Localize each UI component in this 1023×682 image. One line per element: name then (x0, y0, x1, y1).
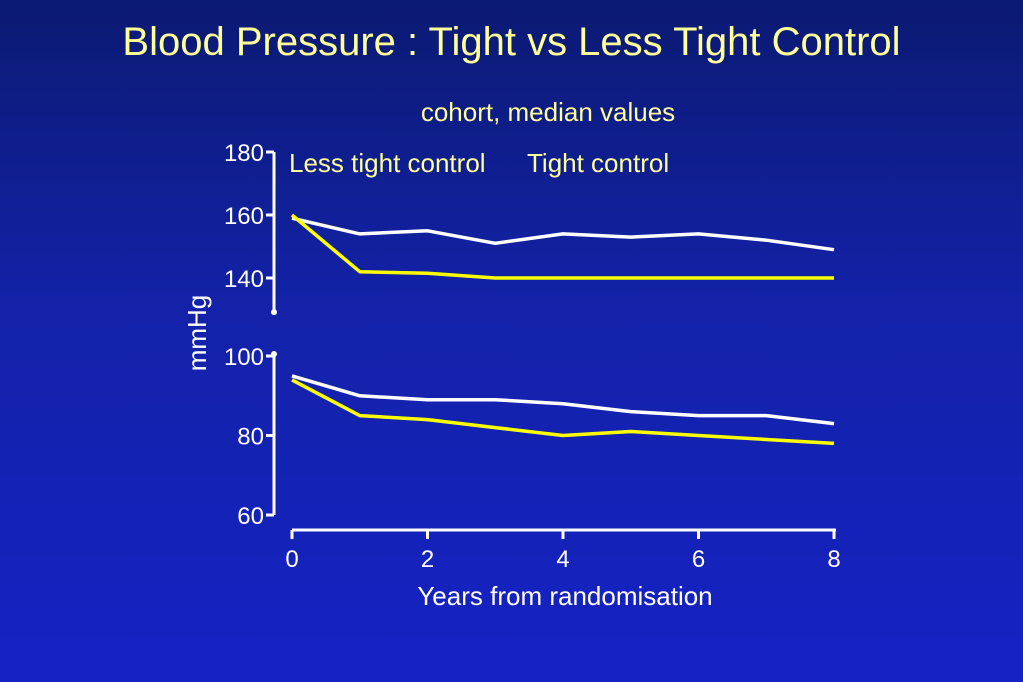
chart-subtitle: cohort, median values (420, 97, 676, 127)
series-group (290, 213, 835, 446)
y-tick-label: 60 (237, 503, 264, 530)
legend-less-tight: Less tight control (289, 148, 486, 178)
ticks-group: 180 160 140 100 80 60 0 2 4 6 8 (224, 140, 841, 573)
axes-group (271, 152, 836, 532)
x-tick-label: 4 (556, 546, 569, 573)
y-axis-label: mmHg (182, 295, 212, 372)
y-tick-label: 140 (224, 266, 264, 293)
tight-control-upper-line (290, 213, 834, 280)
y-tick-label: 180 (224, 140, 264, 167)
page-title: Blood Pressure : Tight vs Less Tight Con… (122, 20, 901, 64)
y-tick-label: 160 (224, 203, 264, 230)
axis-break-mark-upper (271, 309, 277, 316)
x-tick-label: 2 (421, 546, 434, 573)
x-axis-label: Years from randomisation (417, 581, 712, 611)
tight-control-lower-line (291, 378, 835, 446)
less-tight-control-lower-line (291, 374, 835, 426)
y-tick-label: 80 (237, 424, 264, 451)
legend-tight: Tight control (527, 148, 669, 178)
x-tick-label: 0 (285, 546, 298, 573)
x-tick-label: 8 (827, 546, 840, 573)
less-tight-control-upper-line (291, 216, 835, 252)
x-tick-label: 6 (692, 546, 705, 573)
y-tick-label: 100 (224, 344, 264, 371)
